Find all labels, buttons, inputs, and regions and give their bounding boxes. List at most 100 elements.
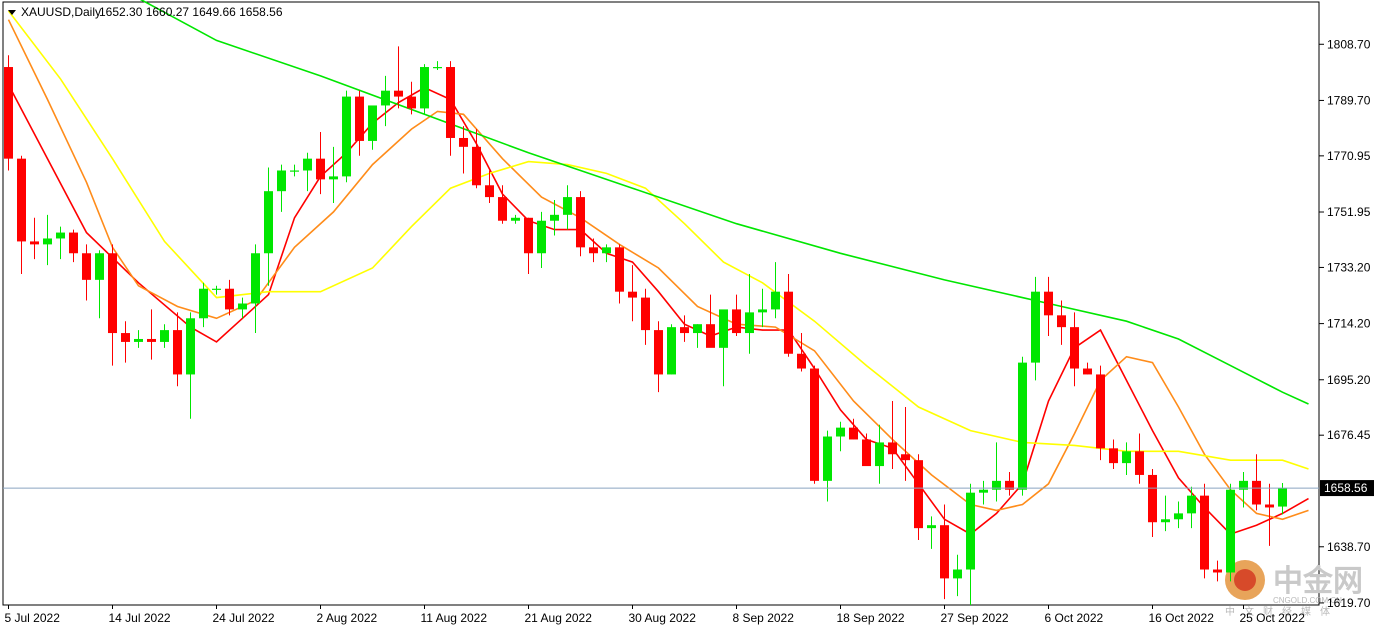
- candle: [771, 262, 780, 319]
- dropdown-triangle-icon[interactable]: [8, 10, 16, 15]
- candle-body: [784, 291, 793, 354]
- candle-body: [628, 291, 637, 298]
- candle-body: [1278, 488, 1287, 507]
- candle-body: [485, 185, 494, 198]
- time-tick-label: 16 Oct 2022: [1149, 611, 1215, 625]
- candle-body: [407, 96, 416, 109]
- candle: [1161, 495, 1170, 532]
- candle-body: [732, 309, 741, 334]
- candle: [264, 167, 273, 286]
- candle-body: [1109, 448, 1118, 464]
- candle: [576, 191, 585, 257]
- candle-body: [888, 442, 897, 455]
- candle: [836, 421, 845, 452]
- candle: [251, 244, 260, 334]
- candle: [1070, 312, 1079, 387]
- candle: [706, 294, 715, 348]
- candle-body: [849, 427, 858, 440]
- candle: [1044, 276, 1053, 337]
- candle-body: [550, 214, 559, 221]
- candle: [394, 46, 403, 109]
- candle-body: [251, 253, 260, 304]
- price-tick-label: 1676.45: [1327, 428, 1371, 442]
- candle: [901, 406, 910, 481]
- candle-body: [901, 454, 910, 461]
- candle-body: [641, 297, 650, 331]
- candle: [979, 480, 988, 505]
- candle: [966, 483, 975, 605]
- candle: [1148, 469, 1157, 538]
- candle: [654, 321, 663, 393]
- time-tick-label: 21 Aug 2022: [525, 611, 593, 625]
- candle: [927, 516, 936, 549]
- candle-body: [1239, 480, 1248, 490]
- candle: [186, 312, 195, 419]
- candle: [1096, 365, 1105, 461]
- candle: [953, 554, 962, 597]
- candle: [797, 333, 806, 372]
- candle: [329, 146, 338, 203]
- candle: [485, 170, 494, 203]
- candle: [1057, 300, 1066, 345]
- candle-body: [498, 197, 507, 221]
- candle-body: [810, 368, 819, 481]
- candle: [524, 217, 533, 274]
- candle: [810, 365, 819, 484]
- candle-body: [1200, 495, 1209, 570]
- candle: [17, 155, 26, 274]
- chart-header: XAUUSD,Daily 1652.30 1660.27 1649.66 165…: [8, 5, 283, 19]
- moving-average-line-4: [139, 0, 1309, 405]
- candle: [537, 211, 546, 269]
- candle-body: [186, 318, 195, 375]
- candle-body: [160, 330, 169, 342]
- candle-body: [615, 247, 624, 292]
- candle: [693, 324, 702, 348]
- candle-body: [95, 253, 104, 280]
- candle: [199, 282, 208, 328]
- time-tick-label: 18 Sep 2022: [837, 611, 905, 625]
- candle: [69, 229, 78, 263]
- watermark-domain: CNGOLD.COM.CN: [1273, 596, 1342, 605]
- time-tick-label: 14 Jul 2022: [109, 611, 171, 625]
- candle: [355, 90, 364, 156]
- candle-body: [1005, 480, 1014, 490]
- candle-body: [719, 309, 728, 348]
- candle: [680, 315, 689, 342]
- candle-body: [433, 67, 442, 69]
- candle: [381, 75, 390, 127]
- candle: [1083, 362, 1092, 375]
- candle-body: [303, 158, 312, 171]
- candle: [992, 442, 1001, 502]
- candle: [719, 309, 728, 387]
- candle-body: [108, 253, 117, 334]
- candle-body: [966, 492, 975, 570]
- candle-body: [1018, 362, 1027, 490]
- candle: [667, 324, 676, 375]
- candle: [277, 164, 286, 212]
- candle-body: [173, 330, 182, 375]
- candle: [290, 164, 299, 177]
- candle-body: [316, 158, 325, 180]
- candle: [615, 244, 624, 304]
- candle-body: [212, 288, 221, 290]
- candle-body: [537, 220, 546, 254]
- current-price-label: 1658.56: [1324, 481, 1368, 495]
- candle-body: [758, 309, 767, 313]
- candle-body: [17, 158, 26, 242]
- candle-body: [368, 105, 377, 141]
- candle-body: [797, 353, 806, 369]
- candle-body: [654, 330, 663, 375]
- candle: [602, 244, 611, 263]
- candle: [342, 90, 351, 183]
- price-tick-label: 1619.70: [1327, 596, 1371, 610]
- candle-body: [459, 137, 468, 147]
- price-axis: 1808.70 1789.70 1770.95 1751.95 1733.20 1714.…: [1319, 37, 1374, 610]
- price-tick-label: 1789.70: [1327, 93, 1371, 107]
- candle: [82, 244, 91, 301]
- candle: [745, 273, 754, 354]
- plot-border: [2, 1, 1320, 606]
- candle: [732, 294, 741, 337]
- candle-body: [420, 67, 429, 109]
- candle-body: [472, 146, 481, 186]
- candle-body: [355, 96, 364, 141]
